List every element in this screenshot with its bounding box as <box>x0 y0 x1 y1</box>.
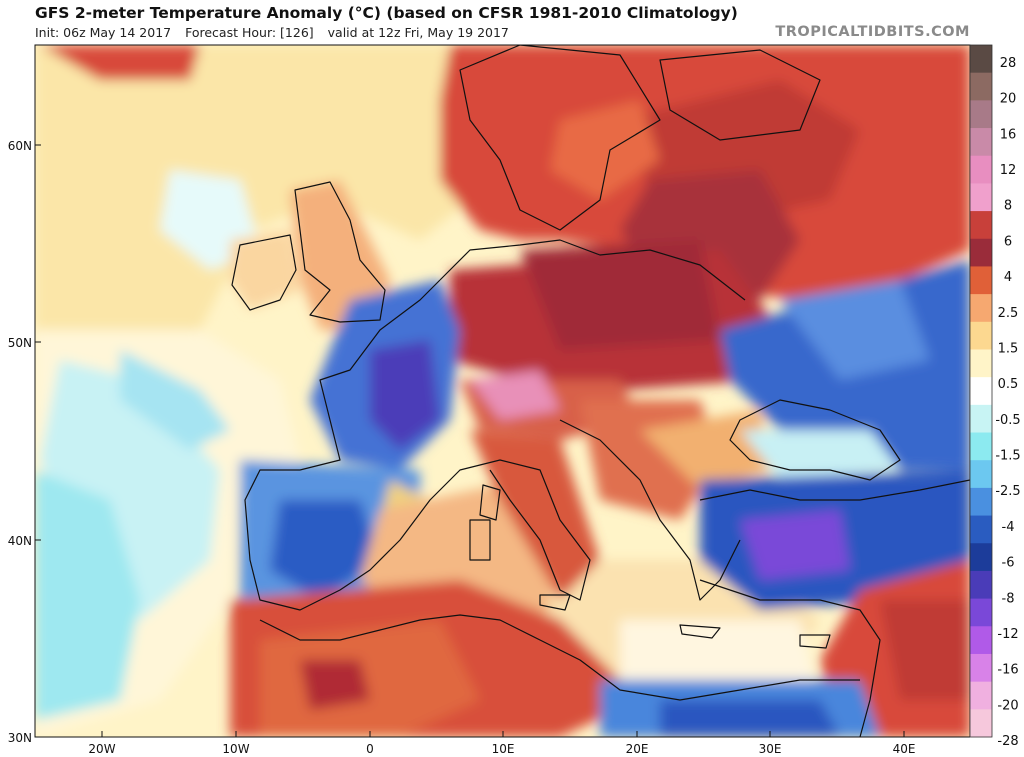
legend-swatch <box>970 681 992 710</box>
legend-swatch <box>970 570 992 600</box>
legend-label: -12 <box>997 627 1018 642</box>
lon-label: 20E <box>626 742 649 756</box>
legend-swatch <box>970 709 992 738</box>
legend-swatch <box>970 155 992 184</box>
legend-label: 28 <box>1000 56 1017 71</box>
legend-swatch <box>970 100 992 129</box>
latitude-labels: 60N 50N 40N 30N <box>8 139 32 745</box>
legend-label: 8 <box>1004 199 1012 214</box>
map-field <box>35 45 970 737</box>
legend-swatch <box>970 653 992 683</box>
legend-swatch <box>970 45 992 74</box>
legend-label: 20 <box>1000 92 1017 107</box>
init-time: Init: 06z May 14 2017 <box>35 25 172 40</box>
legend-label: 2.5 <box>998 306 1019 321</box>
lon-label: 10E <box>492 742 515 756</box>
legend-swatch <box>970 460 992 489</box>
legend-swatch <box>970 183 992 212</box>
legend-swatch <box>970 72 992 101</box>
legend-swatch <box>970 404 992 434</box>
legend-label: 16 <box>1000 127 1017 142</box>
valid-time: valid at 12z Fri, May 19 2017 <box>327 25 509 40</box>
legend-swatch <box>970 294 992 323</box>
lon-label: 40E <box>893 742 916 756</box>
legend-swatch <box>970 266 992 295</box>
legend-label: -0.5 <box>995 413 1020 428</box>
legend-swatch <box>970 377 992 406</box>
brand-watermark: TROPICALTIDBITS.COM <box>775 24 970 40</box>
map-title: GFS 2-meter Temperature Anomaly (°C) (ba… <box>35 4 738 22</box>
legend-swatch <box>970 321 992 350</box>
map-subtitle: Init: 06z May 14 2017 Forecast Hour: [12… <box>35 25 519 40</box>
legend-label: 12 <box>1000 163 1017 178</box>
longitude-labels: 20W 10W 0 10E 20E 30E 40E <box>88 742 915 756</box>
lat-label: 60N <box>8 139 32 153</box>
lat-label: 50N <box>8 336 32 350</box>
legend-label: 0.5 <box>998 377 1019 392</box>
legend-swatch <box>970 487 992 517</box>
legend-swatch <box>970 238 992 267</box>
lon-label: 10W <box>222 742 249 756</box>
legend-label: -28 <box>997 734 1018 749</box>
legend-label: 6 <box>1004 234 1012 249</box>
lat-label: 30N <box>8 731 32 745</box>
forecast-hour: Forecast Hour: [126] <box>185 25 314 40</box>
legend-swatch <box>970 349 992 378</box>
lon-label: 0 <box>366 742 374 756</box>
legend-label: -1.5 <box>995 449 1020 464</box>
legend-swatch <box>970 626 992 655</box>
legend-label: -16 <box>997 663 1018 678</box>
color-legend: 28 20 16 12 8 6 4 2.5 1.5 0.5 -0.5 -1.5 -2.5 -4 -6 -8 -1… <box>969 44 1021 749</box>
legend-swatch <box>970 128 992 157</box>
legend-label: 1.5 <box>998 341 1019 356</box>
legend-label: -8 <box>1002 591 1015 606</box>
legend-swatch <box>970 543 992 572</box>
legend-label: -6 <box>1002 556 1015 571</box>
legend-swatch <box>970 515 992 544</box>
legend-swatch <box>970 598 992 627</box>
legend-label: 4 <box>1004 270 1012 285</box>
legend-swatch <box>970 432 992 461</box>
lat-label: 40N <box>8 534 32 548</box>
axis-ticks <box>35 144 905 738</box>
legend-label: -20 <box>997 698 1018 713</box>
legend-label: -2.5 <box>995 484 1020 499</box>
lon-label: 30E <box>759 742 782 756</box>
legend-label: -4 <box>1002 520 1015 535</box>
legend-swatch <box>970 211 992 240</box>
lon-label: 20W <box>88 742 115 756</box>
